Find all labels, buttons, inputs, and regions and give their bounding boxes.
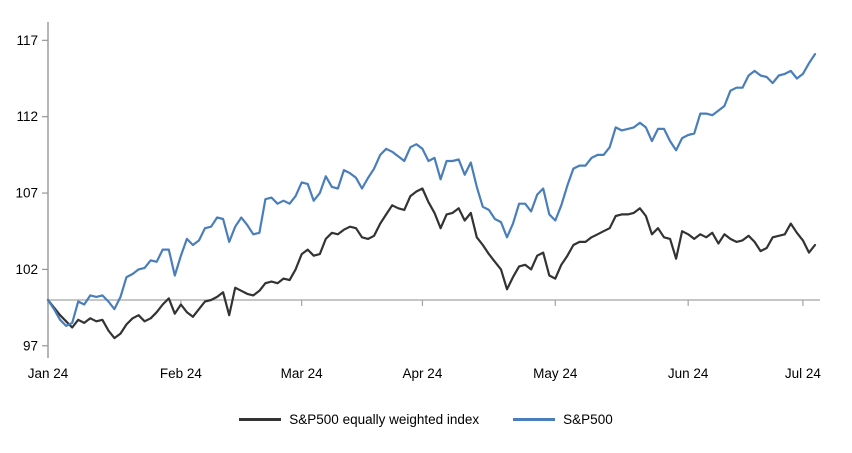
equal-weight-index-line: [46, 187, 817, 340]
y-axis-label: 102: [15, 262, 38, 277]
x-axis-label: Mar 24: [281, 366, 324, 381]
legend-item-sp500: S&P500: [513, 412, 613, 427]
legend-label-sp500: S&P500: [563, 412, 613, 427]
legend-item-equal-weight: S&P500 equally weighted index: [239, 412, 479, 427]
y-axis-label: 117: [16, 33, 38, 48]
x-axis-label: Jul 24: [785, 366, 822, 381]
sp500-index-line: [46, 53, 817, 327]
sp500-line-swatch: [513, 418, 556, 421]
x-axis-label: Jun 24: [668, 366, 709, 381]
equal-weight-line-swatch: [239, 418, 282, 421]
y-axis-label: 97: [23, 338, 38, 353]
x-axis-label: May 24: [533, 366, 578, 381]
y-axis-label: 112: [16, 109, 38, 124]
legend-label-equal-weight: S&P500 equally weighted index: [289, 412, 480, 427]
chart-legend: S&P500 equally weighted index S&P500: [0, 412, 852, 427]
x-axis-label: Feb 24: [160, 366, 203, 381]
x-axis-label: Jan 24: [28, 366, 69, 381]
x-axis-label: Apr 24: [403, 366, 443, 381]
y-axis-label: 107: [15, 186, 38, 201]
